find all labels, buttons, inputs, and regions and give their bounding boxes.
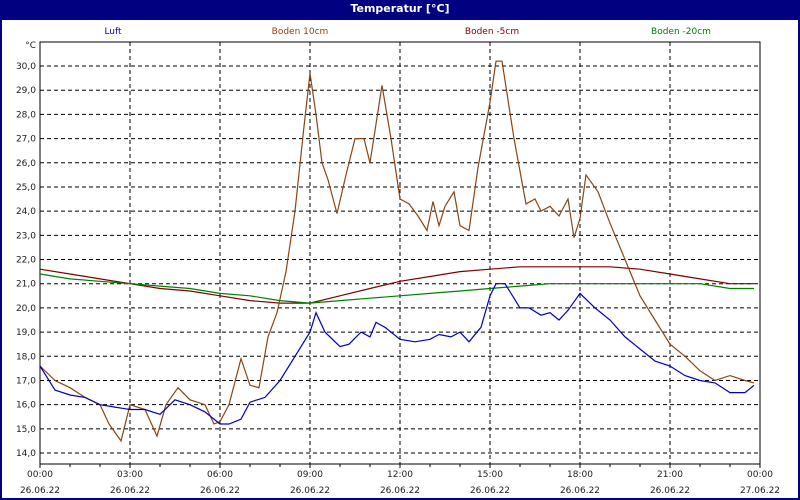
legend-boden-10cm: Boden 10cm [272, 27, 329, 37]
legend-boden-20cm: Boden -20cm [651, 27, 711, 37]
y-tick-label: 21,0 [16, 280, 36, 290]
x-tick-date: 26.06.22 [650, 486, 690, 496]
y-tick-label: 27,0 [16, 135, 36, 145]
series-line-luft [39, 283, 755, 425]
x-tick-time: 21:00 [657, 470, 683, 480]
y-tick-label: 29,0 [16, 86, 36, 96]
y-tick-label: 25,0 [16, 183, 36, 193]
legend-boden-5cm: Boden -5cm [465, 27, 519, 37]
x-tick-date: 26.06.22 [380, 486, 420, 496]
x-tick-time: 06:00 [207, 470, 233, 480]
chart-title: Temperatur [°C] [350, 2, 450, 15]
x-tick-time: 00:00 [747, 470, 773, 480]
y-tick-label: 18,0 [16, 352, 36, 362]
x-tick-date: 26.06.22 [110, 486, 150, 496]
y-tick-label: 16,0 [16, 401, 36, 411]
x-tick-date: 26.06.22 [470, 486, 510, 496]
y-tick-label: 17,0 [16, 376, 36, 386]
y-tick-label: 30,0 [16, 62, 36, 72]
x-tick-date: 26.06.22 [290, 486, 330, 496]
x-tick-date: 26.06.22 [560, 486, 600, 496]
series-line-boden-10cm [39, 60, 755, 443]
series-line-boden-20cm [39, 273, 754, 304]
x-tick-time: 12:00 [387, 470, 413, 480]
y-tick-label: 15,0 [16, 425, 36, 435]
y-tick-label: 22,0 [16, 256, 36, 266]
y-tick-label: 19,0 [16, 328, 36, 338]
y-tick-label: 14,0 [16, 449, 36, 459]
plot-frame [39, 41, 761, 465]
legend-luft: Luft [104, 27, 122, 37]
x-tick-date: 27.06.22 [740, 486, 780, 496]
x-tick-time: 00:00 [27, 470, 53, 480]
x-tick-date: 26.06.22 [200, 486, 240, 496]
y-tick-label: 23,0 [16, 231, 36, 241]
x-tick-date: 26.06.22 [20, 486, 60, 496]
x-tick-time: 18:00 [567, 470, 593, 480]
series-line-boden-5cm [39, 266, 754, 304]
x-tick-time: 15:00 [477, 470, 503, 480]
y-tick-label: 28,0 [16, 110, 36, 120]
y-tick-label: 20,0 [16, 304, 36, 314]
y-tick-label: 24,0 [16, 207, 36, 217]
y-axis-unit: °C [25, 41, 36, 51]
x-tick-time: 03:00 [117, 470, 143, 480]
x-tick-time: 09:00 [297, 470, 323, 480]
y-tick-label: 26,0 [16, 159, 36, 169]
chart-title-bar: Temperatur [°C] [0, 0, 800, 20]
